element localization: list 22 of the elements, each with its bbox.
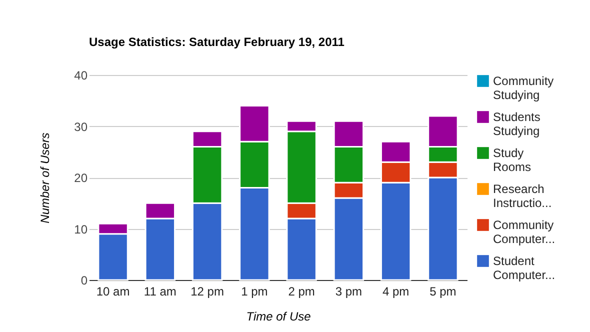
x-tick-label: 4 pm [382, 284, 410, 298]
x-axis-title: Time of Use [246, 310, 312, 324]
y-tick-label: 40 [74, 68, 88, 82]
y-tick-label: 30 [74, 120, 88, 134]
x-tick-label: 1 pm [241, 284, 268, 298]
y-tick-label: 0 [80, 274, 88, 288]
legend-label: Study Rooms [493, 146, 532, 174]
legend-label: Students Studying [493, 110, 540, 138]
y-axis-title: Number of Users [38, 132, 52, 224]
x-tick-label: 5 pm [430, 284, 456, 298]
legend-label: Research Instructio... [493, 182, 552, 210]
x-tick-label: 12 pm [190, 284, 224, 298]
chart-title: Usage Statistics: Saturday February 19, 2011 [89, 35, 345, 49]
x-tick-label: 3 pm [335, 284, 362, 298]
legend-label: Community Studying [493, 74, 554, 102]
x-tick-label: 11 am [144, 284, 176, 298]
legend-label: Student Computer... [493, 254, 556, 282]
y-tick-label: 20 [74, 171, 88, 185]
x-tick-label: 10 am [96, 284, 130, 298]
y-tick-label: 10 [74, 222, 88, 236]
x-tick-label: 2 pm [288, 284, 315, 298]
legend-label: Community Computer... [493, 218, 556, 246]
